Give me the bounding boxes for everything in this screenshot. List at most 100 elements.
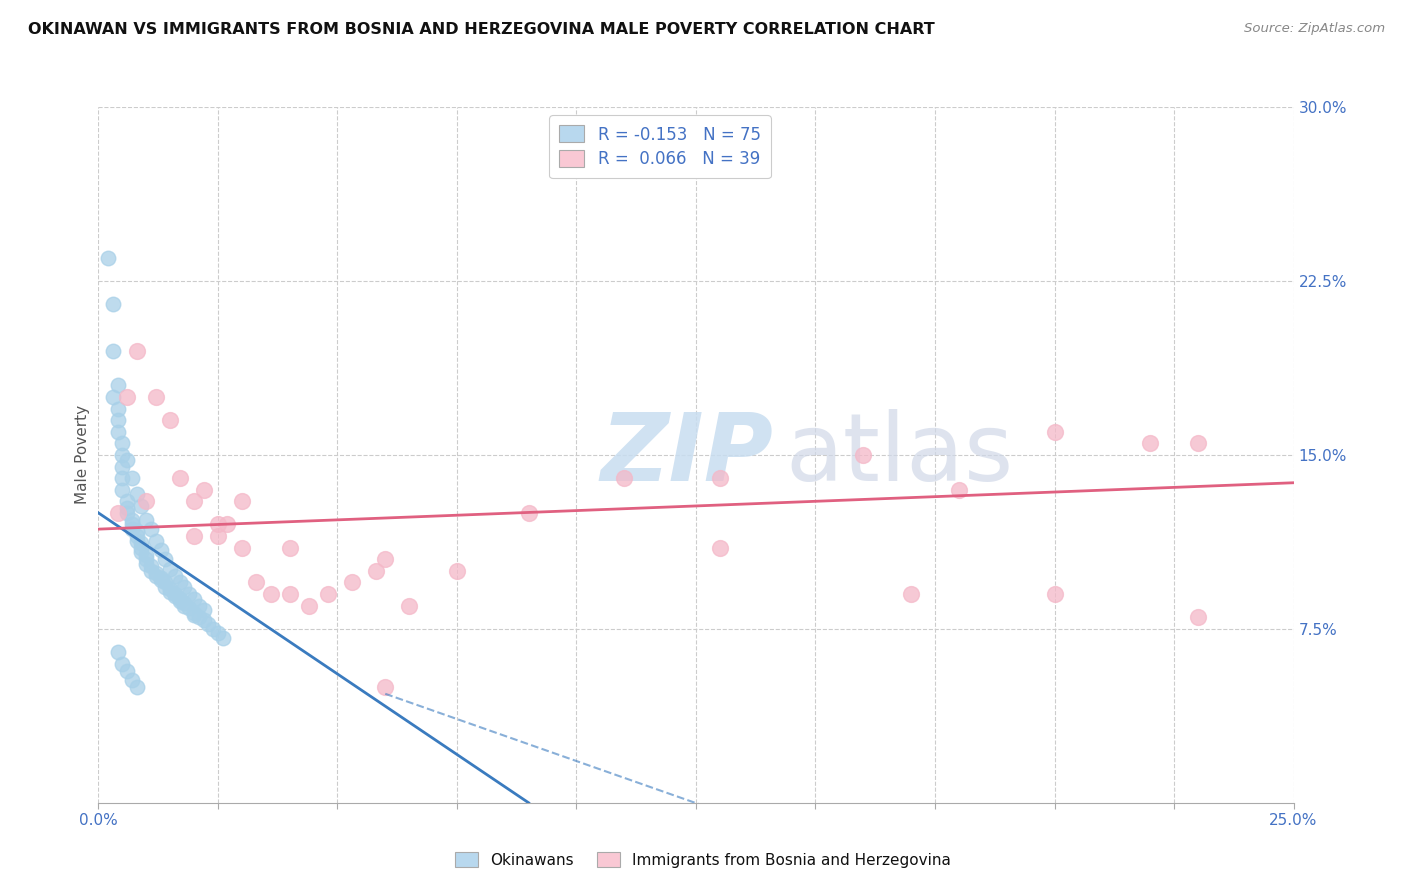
Point bbox=[131, 545, 153, 559]
Point bbox=[135, 494, 157, 508]
Point bbox=[121, 471, 143, 485]
Point bbox=[111, 459, 134, 474]
Point bbox=[245, 575, 267, 590]
Point bbox=[948, 483, 970, 497]
Point bbox=[145, 568, 167, 582]
Point bbox=[446, 564, 468, 578]
Point bbox=[709, 541, 731, 555]
Point bbox=[125, 529, 148, 543]
Point bbox=[131, 499, 153, 513]
Point bbox=[125, 343, 148, 358]
Point bbox=[115, 452, 138, 467]
Point bbox=[121, 517, 143, 532]
Point bbox=[159, 582, 181, 597]
Point bbox=[111, 448, 134, 462]
Point bbox=[115, 494, 138, 508]
Point bbox=[173, 599, 195, 613]
Point bbox=[111, 436, 134, 450]
Point bbox=[107, 401, 129, 416]
Point bbox=[107, 506, 129, 520]
Point bbox=[149, 573, 172, 587]
Point bbox=[135, 513, 157, 527]
Point bbox=[709, 471, 731, 485]
Point bbox=[183, 529, 205, 543]
Point bbox=[340, 575, 363, 590]
Point bbox=[231, 541, 253, 555]
Point bbox=[193, 483, 215, 497]
Point bbox=[163, 587, 186, 601]
Point bbox=[107, 413, 129, 427]
Point bbox=[155, 552, 177, 566]
Point bbox=[852, 448, 875, 462]
Point bbox=[145, 566, 167, 581]
Y-axis label: Male Poverty: Male Poverty bbox=[75, 405, 90, 505]
Point bbox=[145, 390, 167, 404]
Point bbox=[193, 613, 215, 627]
Point bbox=[155, 580, 177, 594]
Point bbox=[613, 471, 636, 485]
Point bbox=[183, 607, 205, 622]
Point bbox=[107, 425, 129, 439]
Point bbox=[183, 494, 205, 508]
Point bbox=[183, 591, 205, 606]
Point bbox=[139, 522, 162, 536]
Point bbox=[278, 541, 301, 555]
Point bbox=[1139, 436, 1161, 450]
Point bbox=[135, 557, 157, 571]
Point bbox=[139, 559, 162, 574]
Point bbox=[121, 513, 143, 527]
Point bbox=[364, 564, 387, 578]
Point bbox=[316, 587, 339, 601]
Point bbox=[1043, 425, 1066, 439]
Point bbox=[125, 680, 148, 694]
Point bbox=[398, 599, 420, 613]
Point bbox=[131, 536, 153, 550]
Point bbox=[139, 564, 162, 578]
Point bbox=[163, 590, 186, 604]
Point bbox=[169, 471, 191, 485]
Point bbox=[173, 580, 195, 594]
Text: OKINAWAN VS IMMIGRANTS FROM BOSNIA AND HERZEGOVINA MALE POVERTY CORRELATION CHAR: OKINAWAN VS IMMIGRANTS FROM BOSNIA AND H… bbox=[28, 22, 935, 37]
Point bbox=[163, 568, 186, 582]
Point bbox=[115, 501, 138, 516]
Point bbox=[155, 575, 177, 590]
Point bbox=[111, 657, 134, 671]
Point bbox=[125, 487, 148, 501]
Text: Source: ZipAtlas.com: Source: ZipAtlas.com bbox=[1244, 22, 1385, 36]
Point bbox=[1187, 436, 1209, 450]
Point bbox=[145, 533, 167, 548]
Point bbox=[193, 603, 215, 617]
Point bbox=[211, 631, 233, 645]
Point bbox=[197, 617, 219, 632]
Point bbox=[111, 471, 134, 485]
Text: atlas: atlas bbox=[786, 409, 1014, 501]
Point bbox=[131, 541, 153, 555]
Point bbox=[149, 543, 172, 558]
Point bbox=[207, 626, 229, 640]
Point bbox=[1043, 587, 1066, 601]
Point bbox=[115, 390, 138, 404]
Point bbox=[259, 587, 281, 601]
Point bbox=[159, 561, 181, 575]
Point bbox=[107, 378, 129, 392]
Point bbox=[517, 506, 540, 520]
Point bbox=[179, 601, 201, 615]
Text: ZIP: ZIP bbox=[600, 409, 773, 501]
Point bbox=[135, 552, 157, 566]
Point bbox=[101, 390, 124, 404]
Point bbox=[97, 251, 120, 265]
Point bbox=[111, 483, 134, 497]
Point bbox=[187, 610, 209, 624]
Point bbox=[125, 524, 148, 539]
Point bbox=[374, 680, 396, 694]
Point bbox=[202, 622, 225, 636]
Point bbox=[374, 552, 396, 566]
Point bbox=[107, 645, 129, 659]
Point bbox=[173, 596, 195, 610]
Point bbox=[1187, 610, 1209, 624]
Legend: Okinawans, Immigrants from Bosnia and Herzegovina: Okinawans, Immigrants from Bosnia and He… bbox=[447, 845, 959, 875]
Point bbox=[121, 522, 143, 536]
Point bbox=[169, 591, 191, 606]
Point bbox=[115, 664, 138, 678]
Point bbox=[298, 599, 321, 613]
